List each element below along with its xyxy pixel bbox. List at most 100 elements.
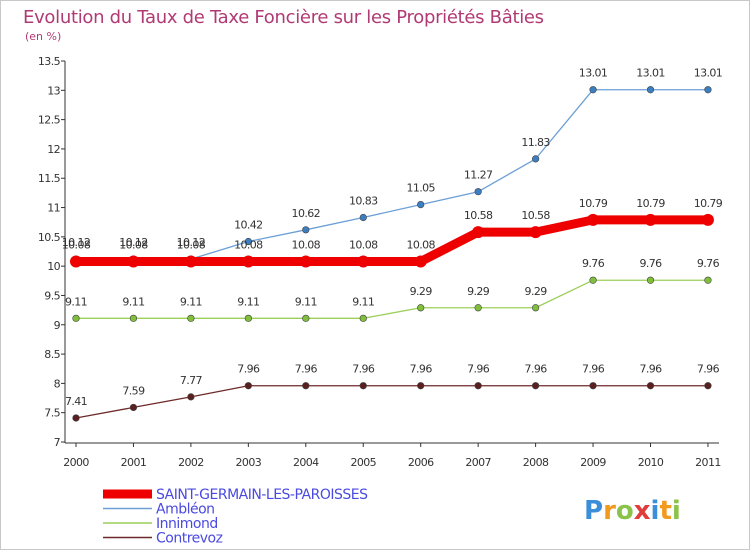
data-point xyxy=(417,382,425,390)
data-point xyxy=(72,314,80,322)
data-point xyxy=(531,304,540,312)
series-line xyxy=(75,279,709,319)
data-label: 9.29 xyxy=(467,285,490,298)
y-tick-label: 13.5 xyxy=(38,55,61,68)
chart-title: Evolution du Taux de Taxe Foncière sur l… xyxy=(23,7,544,28)
x-tick-label: 2009 xyxy=(580,456,606,469)
data-label: 10.08 xyxy=(406,238,435,251)
data-label: 10.12 xyxy=(177,236,206,249)
data-label: 9.11 xyxy=(352,295,374,308)
data-point xyxy=(299,255,312,268)
data-point xyxy=(359,314,367,322)
data-label: 9.76 xyxy=(582,257,605,270)
proxiti-logo: Proxiti xyxy=(584,496,681,526)
x-tick-label: 2006 xyxy=(408,456,434,469)
data-label: 10.08 xyxy=(177,238,206,251)
series-layer xyxy=(70,86,714,422)
data-label: 7.96 xyxy=(410,363,433,376)
data-label: 9.11 xyxy=(237,295,259,308)
y-tick-label: 8 xyxy=(54,377,61,390)
data-label: 10.12 xyxy=(119,236,148,249)
series-Contrevoz xyxy=(72,382,712,422)
axes: 7 7.5 8 8.5 9 9.5 10 10.5 11 11.5 12 12.5 13 13.5 2000… xyxy=(38,55,721,469)
data-label: 10.08 xyxy=(119,238,148,251)
data-label: 7.96 xyxy=(582,363,605,376)
y-tick-label: 8.5 xyxy=(44,348,60,361)
data-label: 9.11 xyxy=(180,295,202,308)
data-point xyxy=(472,226,485,239)
data-point xyxy=(589,86,597,94)
data-point xyxy=(242,255,255,268)
data-label: 7.96 xyxy=(697,363,720,376)
y-tick-label: 13 xyxy=(47,84,60,97)
y-tick-label: 12.5 xyxy=(38,114,61,127)
data-label: 7.59 xyxy=(122,384,145,397)
data-point xyxy=(187,314,195,322)
legend-label: Contrevoz xyxy=(156,531,223,547)
data-point xyxy=(531,382,540,390)
x-tick-label: 2007 xyxy=(465,456,491,469)
data-point xyxy=(474,304,482,312)
data-label: 11.83 xyxy=(521,136,550,149)
x-tick-label: 2001 xyxy=(121,456,147,469)
data-point xyxy=(704,86,712,94)
legend-item: SAINT-GERMAIN-LES-PAROISSES xyxy=(103,487,369,503)
series-SAINT-GERMAIN-LES-PAROISSES xyxy=(70,213,714,268)
data-label: 10.12 xyxy=(62,236,91,249)
data-label: 9.11 xyxy=(295,295,317,308)
data-label: 7.77 xyxy=(180,374,203,387)
data-label: 9.11 xyxy=(122,295,144,308)
data-point xyxy=(704,382,712,390)
data-point xyxy=(359,382,367,390)
data-point xyxy=(70,255,82,268)
y-tick-label: 7 xyxy=(54,436,61,449)
data-label: 9.76 xyxy=(639,257,662,270)
data-point xyxy=(474,382,482,390)
logo-letter: t xyxy=(659,496,671,526)
data-label: 7.96 xyxy=(525,363,548,376)
data-label: 9.29 xyxy=(410,285,433,298)
y-tick-label: 9.5 xyxy=(44,289,60,302)
data-point xyxy=(127,255,140,268)
series-line xyxy=(75,385,709,419)
x-tick-label: 2003 xyxy=(236,456,262,469)
y-tick-label: 7.5 xyxy=(44,407,60,420)
legend-item: Contrevoz xyxy=(103,531,223,547)
data-label: 7.96 xyxy=(237,363,260,376)
logo-letter: i xyxy=(651,496,660,526)
series-line xyxy=(75,89,709,260)
series-line xyxy=(71,215,713,266)
data-point xyxy=(244,382,252,390)
data-point xyxy=(589,382,597,390)
data-point xyxy=(474,188,482,196)
data-label: 10.83 xyxy=(349,195,378,208)
data-point xyxy=(644,213,657,226)
y-tick-label: 12 xyxy=(47,143,60,156)
data-point xyxy=(704,276,712,284)
data-point xyxy=(302,382,310,390)
data-point xyxy=(589,276,597,284)
data-point xyxy=(646,382,655,390)
data-point xyxy=(184,255,197,268)
logo-letter: i xyxy=(672,496,681,526)
data-point xyxy=(417,304,425,312)
data-label: 7.96 xyxy=(467,363,490,376)
data-label: 9.76 xyxy=(697,257,720,270)
legend-label: Ambléon xyxy=(156,502,215,518)
data-label: 10.08 xyxy=(234,238,263,251)
x-tick-label: 2004 xyxy=(293,456,319,469)
data-label: 7.96 xyxy=(295,363,318,376)
x-tick-label: 2011 xyxy=(695,456,721,469)
data-label: 10.08 xyxy=(349,238,378,251)
data-point xyxy=(129,403,138,412)
logo-letter: P xyxy=(584,496,603,526)
data-point xyxy=(187,393,195,401)
data-point xyxy=(244,314,252,322)
data-label: 10.58 xyxy=(464,209,493,222)
data-point xyxy=(359,213,367,222)
data-label: 13.01 xyxy=(579,67,608,80)
data-point xyxy=(646,276,655,284)
data-point xyxy=(72,414,80,422)
data-label: 7.41 xyxy=(65,395,87,408)
